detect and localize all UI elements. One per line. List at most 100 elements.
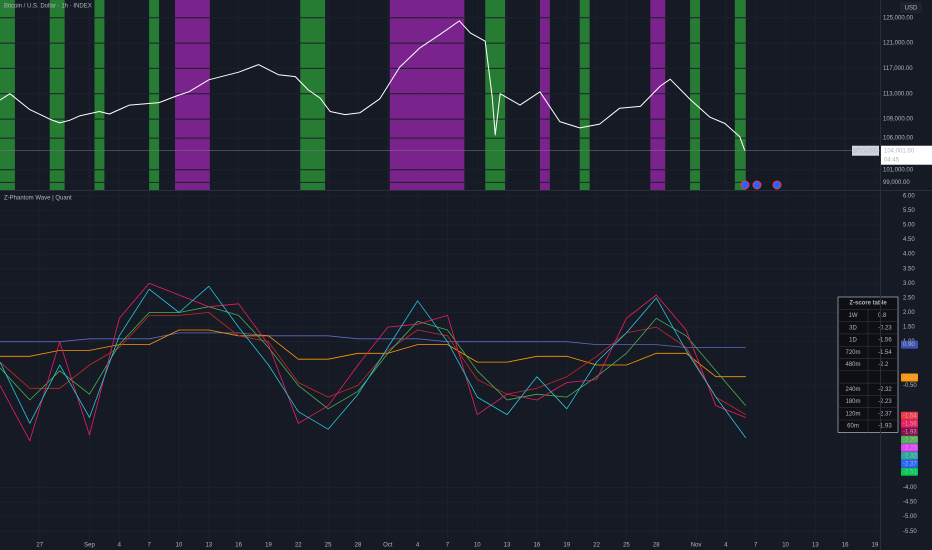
last-price: 104,001.50 — [884, 148, 915, 154]
table-row-label: 240m — [845, 387, 860, 393]
value-tag — [901, 419, 918, 428]
x-tick-label: 19 — [872, 543, 879, 549]
currency-box — [900, 2, 922, 13]
regime-band — [734, 0, 746, 190]
y-tick-label: 5.00 — [903, 223, 915, 229]
x-tick-label: 4 — [118, 543, 122, 549]
table-row-value: -1.56 — [878, 338, 892, 344]
value-label: -2.23 — [903, 445, 917, 451]
x-tick-label: 13 — [205, 543, 212, 549]
value-tag — [901, 340, 918, 349]
y-tick-label: 99,000.00 — [883, 180, 910, 186]
y-tick-label: 3.00 — [903, 281, 915, 287]
table-row-label: 60m — [847, 424, 859, 430]
value-label: -2.20 — [903, 437, 917, 443]
table-row-label: 1D — [849, 338, 857, 344]
symbol-label: BTCUSD — [853, 148, 878, 154]
x-tick-label: 7 — [147, 543, 151, 549]
x-tick-label: 25 — [325, 543, 332, 549]
x-tick-label: Oct — [383, 543, 393, 549]
table-row-value: -1.93 — [878, 424, 892, 430]
y-tick-label: 4.00 — [903, 252, 915, 258]
value-label: -1.93 — [903, 429, 917, 435]
table-row-label: 3D — [849, 325, 857, 331]
event-icon[interactable] — [752, 180, 762, 190]
y-tick-label: 2.00 — [903, 310, 915, 316]
table-row-value: -2.37 — [878, 411, 892, 417]
value-label: -0.23 — [903, 375, 917, 381]
z-line — [0, 282, 746, 442]
y-tick-label: 3.50 — [903, 266, 915, 272]
table-row-value: -2.32 — [878, 387, 892, 393]
regime-band — [650, 0, 666, 190]
x-tick-label: 25 — [623, 543, 630, 549]
y-tick-label: -5.00 — [903, 514, 917, 520]
table-row-label: 720m — [845, 350, 860, 356]
value-label: -2.37 — [903, 461, 917, 467]
y-tick-label: 113,000.00 — [883, 91, 913, 97]
table-title: Z-score table — [849, 301, 887, 307]
y-tick-label: 4.50 — [903, 237, 915, 243]
y-tick-label: 101,000.00 — [883, 167, 914, 173]
x-tick-label: 19 — [265, 543, 272, 549]
table-row-label: 1W — [849, 313, 858, 319]
regime-band — [94, 0, 105, 190]
regime-band — [175, 0, 210, 190]
event-icon[interactable] — [772, 180, 782, 190]
x-tick-label: 22 — [593, 543, 600, 549]
x-tick-label: 16 — [534, 543, 541, 549]
table-row-label: 180m — [845, 399, 860, 405]
regime-band — [49, 0, 65, 190]
table-row-label: 480m — [845, 362, 860, 368]
x-tick-label: Sep — [84, 543, 95, 549]
x-tick-label: 7 — [754, 543, 758, 549]
last-price-box — [881, 145, 932, 165]
y-tick-label: 5.50 — [903, 208, 915, 214]
price-line — [0, 20, 746, 151]
value-tag — [901, 427, 918, 436]
value-label: -2.32 — [903, 453, 917, 459]
value-label: -1.56 — [903, 421, 917, 427]
regime-band — [539, 0, 550, 190]
regime-band — [149, 0, 160, 190]
y-tick-label: 109,000.00 — [883, 117, 914, 123]
event-icon[interactable] — [740, 180, 750, 190]
value-tag — [901, 459, 918, 468]
indicator-title: Z-Phantom Wave | Quant — [4, 196, 72, 202]
z-line — [0, 312, 747, 415]
y-tick-label: 117,000.00 — [883, 66, 913, 72]
value-tag — [901, 373, 918, 382]
z-line — [0, 329, 746, 378]
table-row-value: -2.23 — [878, 399, 892, 405]
y-tick-label: -5.50 — [903, 529, 917, 535]
value-tag — [901, 451, 918, 460]
x-tick-label: 22 — [295, 543, 302, 549]
y-tick-label: 125,000.00 — [883, 15, 914, 21]
x-tick-label: 10 — [474, 543, 481, 549]
regime-band — [300, 0, 326, 190]
x-tick-label: 27 — [36, 543, 43, 549]
y-tick-label: -4.50 — [903, 500, 917, 506]
value-tag — [901, 411, 918, 420]
x-tick-label: 28 — [355, 543, 362, 549]
x-tick-label: 10 — [782, 543, 789, 549]
table-row-value: 0.8 — [878, 313, 887, 319]
value-label: 0.90 — [903, 342, 915, 348]
y-tick-label: -0.50 — [903, 383, 917, 389]
table-row-value: -0.23 — [878, 325, 892, 331]
z-line — [0, 306, 747, 410]
y-tick-label: 6.00 — [903, 193, 915, 199]
value-tag — [901, 467, 918, 476]
x-tick-label: 10 — [176, 543, 183, 549]
y-tick-label: 2.50 — [903, 295, 915, 301]
table-row-label: 120m — [845, 411, 860, 417]
z-line — [0, 285, 747, 439]
x-tick-label: Nov — [691, 543, 702, 549]
regime-band — [579, 0, 590, 190]
value-label: -2.51 — [903, 469, 917, 475]
x-tick-label: 13 — [504, 543, 511, 549]
currency: USD — [905, 6, 918, 12]
